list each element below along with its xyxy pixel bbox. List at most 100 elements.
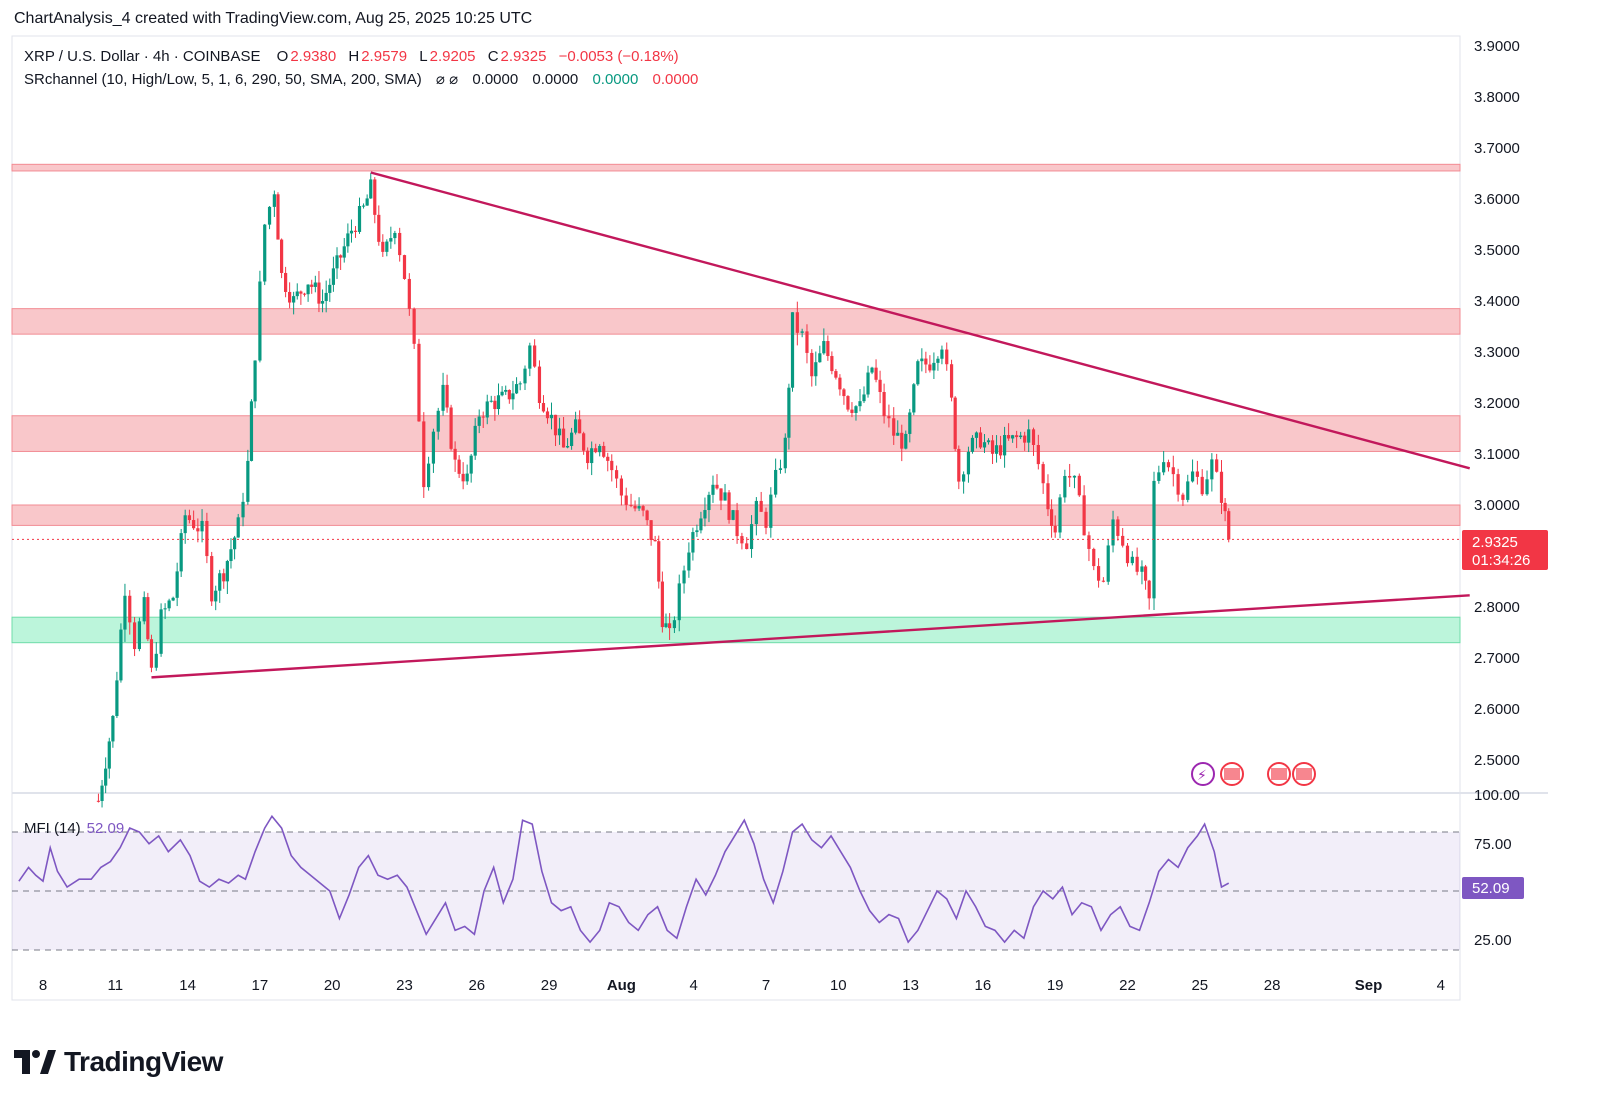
candle-body: [774, 469, 778, 495]
candle-body: [896, 432, 900, 436]
time-tick-label: 19: [1047, 977, 1064, 994]
candle-body: [1111, 519, 1115, 546]
candle-body: [310, 284, 314, 287]
candle-body: [232, 537, 237, 550]
candle-body: [759, 500, 763, 512]
candle-body: [187, 515, 192, 521]
mfi-label[interactable]: MFI (14): [24, 820, 81, 837]
time-tick-label: 29: [541, 977, 558, 994]
candle-body: [598, 445, 602, 453]
price-series: [96, 172, 1231, 808]
mfi-line: [18, 814, 1230, 944]
candle-body: [805, 331, 809, 353]
time-tick-label: 8: [39, 977, 47, 994]
candle-body: [295, 291, 299, 297]
candle-body: [695, 530, 699, 533]
candle-body: [481, 416, 485, 418]
low-value: 2.9205: [429, 48, 476, 65]
candle-body: [982, 442, 987, 448]
time-tick-label: 26: [468, 977, 485, 994]
time-tick-label: 4: [690, 977, 698, 994]
candle-body: [932, 362, 936, 371]
candle-body: [1205, 479, 1209, 495]
candle-body: [916, 361, 920, 385]
time-tick-label: 17: [252, 977, 269, 994]
candle-body: [381, 241, 385, 252]
candle-body: [427, 463, 431, 488]
price-chart[interactable]: 3.9000 3.8000 3.7000 3.6000 3.5000 3.4000 3.30…: [0, 0, 1600, 1040]
candle-body: [346, 233, 350, 247]
us-flag-stripes-2: [1271, 768, 1287, 780]
candle-body: [328, 284, 332, 293]
candle-body: [924, 358, 928, 365]
candle-body: [978, 432, 983, 448]
candle-body: [163, 608, 167, 610]
ascending-trendline[interactable]: [151, 594, 1470, 679]
candle-body: [210, 556, 214, 602]
candle-body: [672, 620, 677, 629]
price-tag-bg: [1462, 530, 1548, 570]
candle-body: [787, 387, 791, 438]
candle-body: [1190, 471, 1195, 482]
candle-body: [1092, 548, 1096, 567]
candle-body: [1053, 525, 1057, 533]
price-tick-label: 2.5000: [1474, 752, 1520, 769]
candle-body: [590, 448, 594, 464]
candle-body: [974, 432, 979, 438]
candle-body: [866, 372, 870, 395]
candle-body: [205, 520, 209, 557]
candle-body: [349, 230, 354, 234]
price-axis[interactable]: 3.9000 3.8000 3.7000 3.6000 3.5000 3.4000 3.30…: [1474, 38, 1520, 769]
candle-body: [731, 510, 735, 520]
candle-body: [1147, 580, 1151, 599]
indicator-name[interactable]: SRchannel (10, High/Low, 5, 1, 6, 290, 5…: [24, 71, 422, 88]
candle-body: [1015, 435, 1019, 438]
candle-body: [342, 246, 346, 258]
us-flag-stripes-3: [1296, 768, 1312, 780]
candle-body: [225, 561, 229, 582]
time-axis[interactable]: 8 11 14 17 20 23 26 29 Aug 4 7 10 13 16 19 22 25 28 Sep 4: [39, 977, 1445, 994]
candle-body: [1082, 495, 1086, 536]
support-zone-4: [11, 616, 1461, 644]
candle-body: [473, 425, 477, 456]
tradingview-logo[interactable]: TradingView: [14, 1046, 223, 1078]
candle-body: [545, 411, 550, 419]
candle-body: [966, 451, 971, 475]
price-tick-label: 2.8000: [1474, 599, 1520, 616]
candle-body: [279, 239, 284, 273]
candle-body: [727, 492, 731, 520]
candle-body: [637, 506, 641, 509]
candle-body: [407, 278, 411, 309]
candle-body: [1186, 481, 1190, 500]
candle-body: [493, 400, 497, 410]
candle-body: [814, 362, 818, 377]
candle-body: [633, 505, 637, 509]
trendlines[interactable]: [151, 171, 1471, 679]
mfi-pane[interactable]: 100.00 75.00 25.00 52.09: [12, 787, 1524, 951]
candle-body: [402, 255, 407, 279]
candle-body: [928, 364, 932, 371]
candle-body: [1157, 472, 1161, 481]
candle-body: [324, 292, 328, 302]
candle-body: [154, 653, 158, 668]
dividend-event-icon[interactable]: [1191, 762, 1215, 786]
resistance-zone-1: [11, 308, 1461, 335]
candle-body: [998, 445, 1003, 456]
descending-trendline[interactable]: [370, 171, 1471, 470]
mfi-legend: MFI (14) 52.09: [24, 820, 124, 837]
candle-body: [830, 356, 834, 372]
candle-body: [436, 410, 440, 432]
time-tick-label: 28: [1264, 977, 1281, 994]
price-tick-label: 3.8000: [1474, 89, 1520, 106]
candle-body: [957, 448, 961, 482]
symbol-name[interactable]: XRP / U.S. Dollar · 4h · COINBASE: [24, 48, 261, 65]
candle-body: [862, 394, 866, 402]
event-icons[interactable]: ⚡: [1191, 762, 1316, 786]
candle-body: [1200, 476, 1204, 495]
price-tick-label: 2.7000: [1474, 650, 1520, 667]
candle-body: [449, 407, 453, 449]
candle-body: [1036, 444, 1040, 465]
candle-body: [465, 473, 469, 482]
candle-body: [1007, 435, 1011, 439]
candle-body: [398, 232, 402, 256]
